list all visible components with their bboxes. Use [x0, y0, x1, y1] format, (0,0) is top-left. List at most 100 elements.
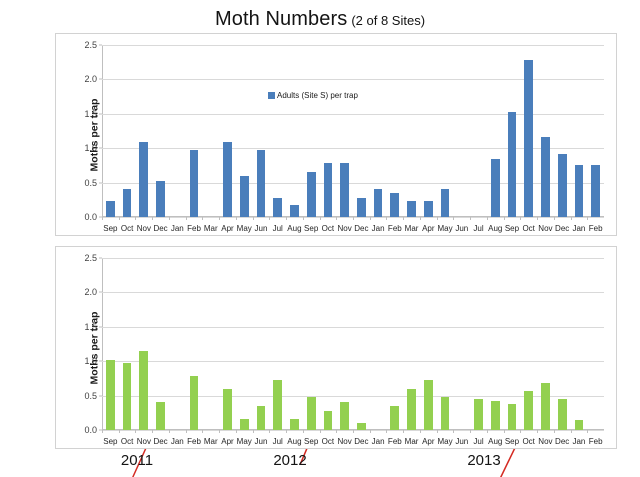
x-axis-month-label: Apr: [221, 437, 234, 446]
bar-series-site-s: [102, 45, 604, 220]
x-axis-tick-mark: [486, 430, 488, 433]
y-axis-tick-mark: [99, 182, 102, 184]
x-axis-month-label: Feb: [387, 437, 402, 446]
bar: [440, 188, 450, 217]
y-axis-tick-mark: [99, 326, 102, 328]
x-axis-tick-mark: [486, 217, 488, 220]
x-axis-tick-mark: [152, 430, 154, 433]
x-axis-tick-mark: [135, 217, 137, 220]
x-axis-month-label: Sep: [103, 224, 118, 233]
gridline: [102, 292, 604, 294]
bar: [323, 410, 333, 430]
bar: [189, 376, 199, 430]
x-axis-month-label: Nov: [136, 437, 151, 446]
y-axis-tick-label: 2.5: [84, 40, 97, 50]
bar: [357, 197, 366, 217]
bar: [490, 401, 500, 430]
bar: [407, 201, 416, 217]
x-axis-tick-mark: [185, 430, 187, 433]
x-axis-month-label: Jan: [371, 437, 385, 446]
plot-area-top: 0.0 0.5 1.0 1.5 2.0 2.5: [84, 40, 604, 220]
x-axis-month-label: Oct: [321, 437, 335, 446]
y-axis-tick-mark: [99, 78, 102, 80]
legend-site-s: Adults (Site S) per trap: [268, 91, 358, 100]
x-axis-tick-mark: [353, 217, 354, 220]
y-axis-tick-label: 2.5: [84, 253, 97, 263]
bar: [407, 388, 416, 430]
x-axis-month-label: Mar: [404, 437, 419, 446]
x-axis-month-label: Apr: [422, 437, 435, 446]
y-axis-tick-label: 0.5: [84, 390, 97, 401]
legend-label-site-s: Adults (Site S) per trap: [277, 91, 358, 100]
bar: [423, 380, 433, 430]
x-axis-tick-mark: [202, 430, 204, 433]
x-axis-month-label: May: [236, 224, 252, 233]
x-axis-tick-mark: [470, 217, 472, 220]
bar: [524, 60, 534, 217]
bar: [189, 150, 199, 217]
x-axis-tick-mark: [453, 430, 455, 433]
gridline: [102, 182, 604, 184]
y-axis-tick-mark: [99, 291, 102, 293]
bar: [139, 350, 149, 430]
x-axis-tick-mark: [353, 430, 354, 433]
year-label: 2011: [120, 452, 154, 469]
year-label: 2013: [467, 452, 501, 469]
x-axis-month-label: Mar: [203, 437, 218, 446]
x-axis-tick-mark: [118, 217, 120, 220]
x-axis-tick-mark: [553, 217, 555, 220]
gridline: [102, 113, 604, 115]
year-label: 2012: [273, 452, 307, 469]
x-axis-tick-mark: [537, 217, 539, 220]
y-axis-tick-mark: [99, 147, 102, 149]
x-axis-month-label: Jun: [254, 437, 268, 446]
x-axis-month-label: Feb: [588, 437, 603, 446]
x-axis-month-label: Aug: [287, 437, 302, 446]
x-axis-month-label: Jul: [473, 437, 484, 446]
x-axis-month-label: Dec: [354, 437, 369, 446]
gridline: [102, 395, 604, 397]
x-axis-month-label: May: [437, 224, 453, 233]
x-axis-month-labels-top: Sep Oct Nov Dec Jan Feb Mar Apr May Jun Jul Aug Sep O…: [102, 219, 604, 233]
x-axis-month-label: Aug: [287, 224, 302, 233]
y-axis-tick-label: 2.0: [84, 74, 97, 85]
bar: [273, 380, 283, 430]
bar: [591, 165, 600, 217]
x-axis-tick-mark: [470, 430, 472, 433]
x-axis-tick-mark: [269, 217, 271, 220]
bar: [223, 388, 232, 430]
bar: [507, 111, 517, 217]
x-axis-month-label: Nov: [337, 224, 352, 233]
x-axis-month-label: Jan: [170, 437, 184, 446]
plot-frame-top: [102, 45, 604, 217]
plot-frame-bottom: [102, 258, 604, 430]
y-axis-tick-label: 1.0: [84, 356, 97, 367]
x-axis-tick-mark: [537, 430, 539, 433]
x-axis-tick-mark: [252, 217, 254, 220]
bar: [440, 396, 450, 430]
x-axis-tick-mark: [202, 217, 204, 220]
x-axis-month-label: Nov: [538, 224, 553, 233]
bar: [156, 401, 165, 430]
x-axis-tick-mark: [587, 217, 589, 220]
x-axis-tick-mark: [286, 430, 288, 433]
x-axis-tick-mark: [503, 430, 505, 433]
x-axis-tick-mark: [319, 217, 321, 220]
x-axis-month-label: Sep: [304, 224, 319, 233]
x-axis-month-label: Sep: [103, 437, 118, 446]
x-axis-month-label: Dec: [153, 224, 168, 233]
x-axis-tick-mark: [386, 430, 388, 433]
x-axis-tick-mark: [336, 217, 338, 220]
x-axis-month-label: Aug: [488, 224, 503, 233]
bar: [223, 142, 232, 217]
gridline: [102, 45, 604, 46]
bar: [106, 359, 115, 430]
y-axis-tick-mark: [99, 360, 102, 362]
bar: [574, 420, 584, 430]
y-axis-tick-mark: [99, 216, 102, 218]
x-axis-month-label: Feb: [187, 224, 201, 233]
x-axis-month-label: May: [437, 437, 453, 446]
gridline: [102, 361, 604, 363]
x-axis-month-label: Sep: [504, 224, 520, 233]
bar: [557, 399, 567, 430]
